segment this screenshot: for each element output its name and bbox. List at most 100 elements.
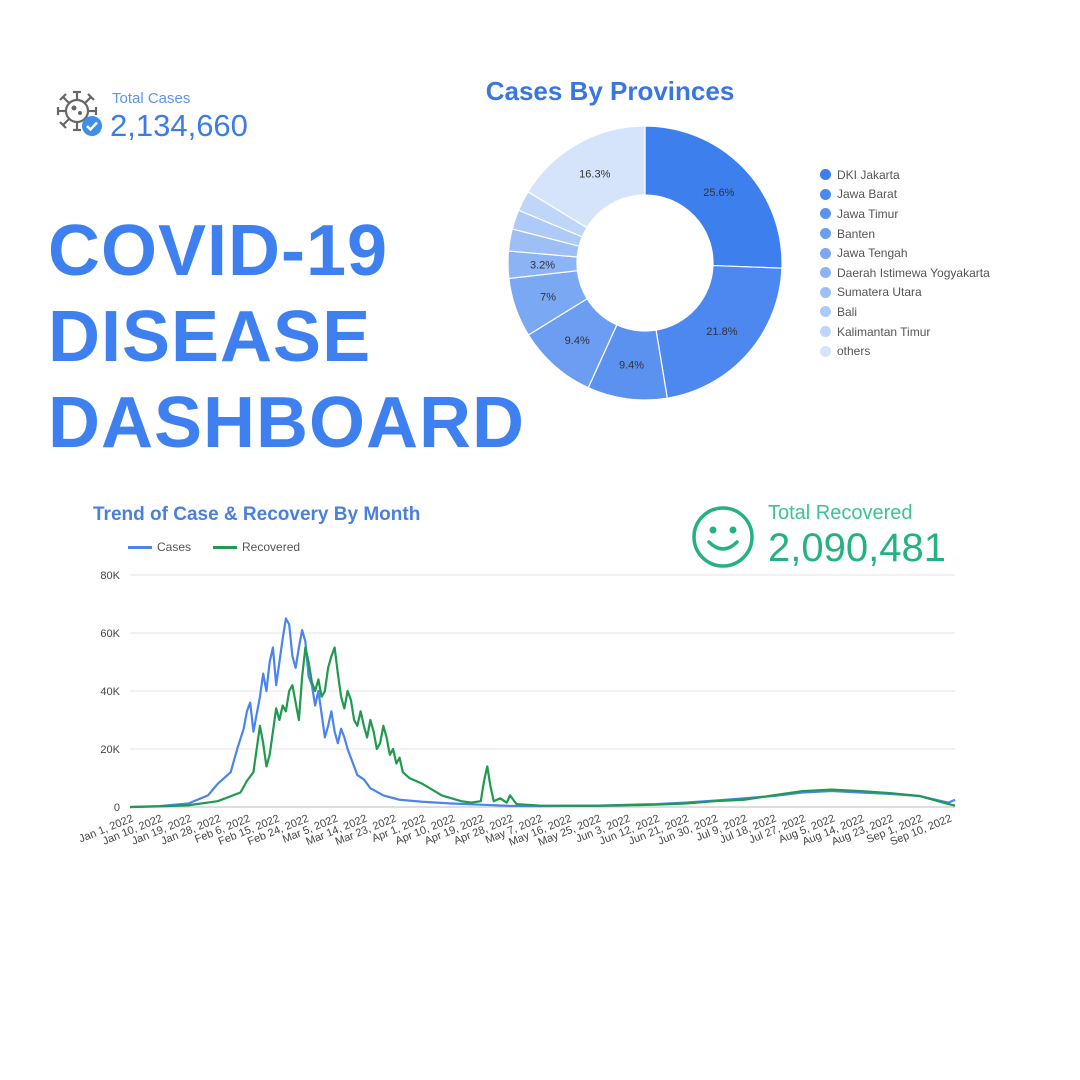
cases-data-point[interactable]	[337, 742, 340, 745]
legend-item[interactable]: Bali	[820, 302, 990, 322]
recovered-data-point[interactable]	[359, 710, 362, 713]
cases-data-point[interactable]	[382, 794, 385, 797]
recovered-data-point[interactable]	[713, 800, 716, 803]
cases-data-point[interactable]	[281, 638, 284, 641]
recovered-data-point[interactable]	[860, 790, 863, 793]
recovered-data-point[interactable]	[515, 803, 518, 806]
recovered-data-point[interactable]	[346, 690, 349, 693]
cases-data-point[interactable]	[298, 646, 301, 649]
recovered-data-point[interactable]	[398, 756, 401, 759]
recovered-data-point[interactable]	[265, 765, 268, 768]
recovered-data-point[interactable]	[483, 780, 486, 783]
recovered-data-point[interactable]	[363, 725, 366, 728]
recovered-data-point[interactable]	[350, 698, 353, 701]
cases-data-point[interactable]	[262, 672, 265, 675]
recovered-data-point[interactable]	[340, 696, 343, 699]
cases-data-point[interactable]	[356, 774, 359, 777]
cases-data-point[interactable]	[363, 778, 366, 781]
cases-data-point[interactable]	[343, 736, 346, 739]
recovered-data-point[interactable]	[291, 684, 294, 687]
recovered-data-point[interactable]	[320, 696, 323, 699]
cases-data-point[interactable]	[259, 696, 262, 699]
recovered-data-point[interactable]	[655, 803, 658, 806]
recovered-data-point[interactable]	[129, 806, 132, 809]
donut-slice[interactable]	[655, 264, 783, 399]
recovered-data-point[interactable]	[538, 804, 541, 807]
cases-data-point[interactable]	[249, 701, 252, 704]
cases-data-point[interactable]	[954, 798, 957, 801]
recovered-data-point[interactable]	[294, 701, 297, 704]
recovered-data-point[interactable]	[489, 785, 492, 788]
cases-data-point[interactable]	[327, 725, 330, 728]
cases-data-point[interactable]	[509, 805, 512, 808]
cases-data-point[interactable]	[450, 802, 453, 805]
recovered-data-point[interactable]	[509, 794, 512, 797]
cases-data-point[interactable]	[421, 800, 424, 803]
recovered-data-point[interactable]	[479, 800, 482, 803]
recovered-data-point[interactable]	[252, 771, 255, 774]
recovered-data-point[interactable]	[830, 788, 833, 791]
recovered-data-point[interactable]	[281, 704, 284, 707]
recovered-data-point[interactable]	[376, 748, 379, 751]
cases-data-point[interactable]	[285, 617, 288, 620]
recovered-data-point[interactable]	[255, 748, 258, 751]
recovered-data-point[interactable]	[278, 719, 281, 722]
recovered-data-point[interactable]	[421, 783, 424, 786]
legend-item[interactable]: Daerah Istimewa Yogyakarta	[820, 263, 990, 283]
recovered-data-point[interactable]	[402, 771, 405, 774]
legend-item[interactable]: Jawa Timur	[820, 204, 990, 224]
recovered-data-point[interactable]	[343, 707, 346, 710]
recovered-data-point[interactable]	[304, 646, 307, 649]
recovered-data-point[interactable]	[450, 797, 453, 800]
recovered-data-point[interactable]	[239, 791, 242, 794]
recovered-data-point[interactable]	[460, 800, 463, 803]
recovered-data-point[interactable]	[505, 801, 508, 804]
recovered-data-point[interactable]	[684, 802, 687, 805]
recovered-data-point[interactable]	[333, 646, 336, 649]
cases-data-point[interactable]	[236, 748, 239, 751]
recovered-data-point[interactable]	[353, 719, 356, 722]
cases-data-point[interactable]	[268, 661, 271, 664]
recovered-data-point[interactable]	[366, 736, 369, 739]
recovered-data-point[interactable]	[801, 790, 804, 793]
recovered-data-point[interactable]	[492, 800, 495, 803]
cases-data-point[interactable]	[369, 787, 372, 790]
recovered-data-point[interactable]	[187, 804, 190, 807]
legend-item[interactable]: DKI Jakarta	[820, 165, 990, 185]
cases-data-point[interactable]	[346, 748, 349, 751]
recovered-data-point[interactable]	[918, 795, 921, 798]
recovered-data-point[interactable]	[268, 754, 271, 757]
recovered-data-point[interactable]	[337, 672, 340, 675]
cases-data-point[interactable]	[265, 690, 268, 693]
recovered-data-point[interactable]	[369, 719, 372, 722]
recovered-data-point[interactable]	[317, 678, 320, 681]
recovered-data-point[interactable]	[379, 742, 382, 745]
recovered-data-point[interactable]	[158, 805, 161, 808]
recovered-data-point[interactable]	[246, 780, 249, 783]
recovered-data-point[interactable]	[259, 725, 262, 728]
legend-item[interactable]: others	[820, 341, 990, 361]
cases-data-point[interactable]	[294, 667, 297, 670]
recovered-data-point[interactable]	[285, 710, 288, 713]
recovered-data-point[interactable]	[743, 798, 746, 801]
cases-data-point[interactable]	[340, 727, 343, 730]
legend-item[interactable]: Jawa Barat	[820, 185, 990, 205]
recovered-data-point[interactable]	[356, 725, 359, 728]
cases-data-point[interactable]	[242, 727, 245, 730]
recovered-data-point[interactable]	[389, 754, 392, 757]
recovered-data-point[interactable]	[311, 681, 314, 684]
recovered-data-point[interactable]	[431, 788, 434, 791]
recovered-data-point[interactable]	[954, 804, 957, 807]
legend-item[interactable]: Kalimantan Timur	[820, 322, 990, 342]
recovered-data-point[interactable]	[275, 707, 278, 710]
cases-data-point[interactable]	[252, 730, 255, 733]
recovered-data-point[interactable]	[216, 800, 219, 803]
recovered-data-point[interactable]	[314, 690, 317, 693]
cases-data-point[interactable]	[307, 675, 310, 678]
recovered-data-point[interactable]	[772, 794, 775, 797]
recovered-data-point[interactable]	[947, 803, 950, 806]
recovered-data-point[interactable]	[301, 675, 304, 678]
legend-item[interactable]: Sumatera Utara	[820, 283, 990, 303]
recovered-data-point[interactable]	[441, 794, 444, 797]
donut-slice[interactable]	[644, 125, 783, 269]
